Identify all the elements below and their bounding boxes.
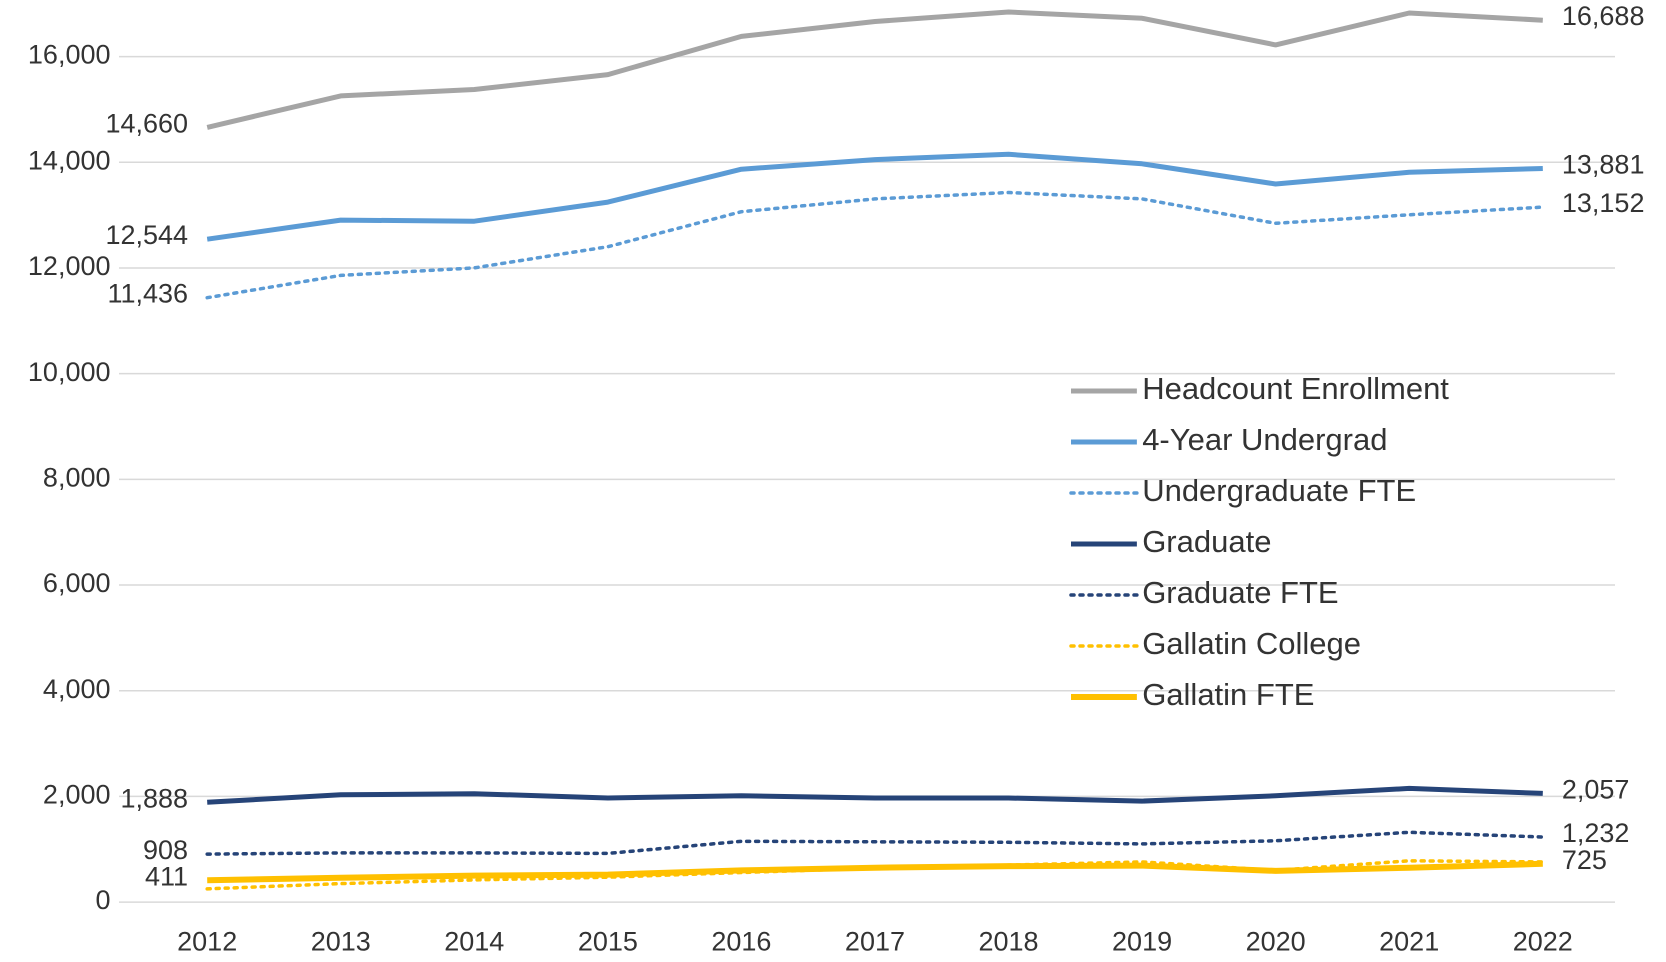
series-line [207, 860, 1543, 884]
legend-label: Graduate [1142, 524, 1271, 559]
x-tick-label: 2015 [578, 927, 638, 957]
series-line [207, 785, 1543, 805]
y-tick-label: 8,000 [43, 462, 111, 492]
legend-label: 4-Year Undergrad [1142, 422, 1387, 457]
y-tick-label: 0 [95, 885, 110, 915]
x-tick-label: 2016 [711, 927, 771, 957]
legend-label: Gallatin FTE [1142, 677, 1314, 712]
y-tick-label: 2,000 [43, 780, 111, 810]
x-tick-label: 2012 [177, 927, 237, 957]
x-tick-label: 2021 [1379, 927, 1439, 957]
data-label: 411 [145, 861, 188, 891]
y-tick-label: 10,000 [28, 357, 111, 387]
x-tick-label: 2019 [1112, 927, 1172, 957]
x-tick-label: 2017 [845, 927, 905, 957]
x-tick-label: 2013 [311, 927, 371, 957]
legend-label: Undergraduate FTE [1142, 473, 1416, 508]
series-line [205, 830, 1545, 856]
legend-label: Gallatin College [1142, 626, 1361, 661]
data-label: 13,152 [1562, 188, 1645, 218]
data-label: 13,881 [1562, 150, 1645, 180]
x-tick-label: 2020 [1246, 927, 1306, 957]
y-tick-label: 4,000 [43, 674, 111, 704]
data-label: 16,688 [1562, 1, 1645, 31]
data-label: 12,544 [105, 220, 188, 250]
legend-label: Headcount Enrollment [1142, 371, 1449, 406]
x-tick-label: 2018 [978, 927, 1038, 957]
data-label: 1,232 [1562, 818, 1630, 848]
data-label: 908 [143, 835, 188, 865]
data-label: 14,660 [105, 108, 188, 138]
data-label: 725 [1562, 845, 1607, 875]
series-line [206, 9, 1543, 130]
y-tick-label: 12,000 [28, 251, 111, 281]
series-line [206, 151, 1543, 242]
legend-label: Graduate FTE [1142, 575, 1338, 610]
data-label: 2,057 [1562, 774, 1630, 804]
y-tick-label: 14,000 [28, 145, 111, 175]
x-tick-label: 2022 [1513, 927, 1573, 957]
data-label: 1,888 [120, 783, 188, 813]
data-label: 11,436 [107, 279, 188, 309]
series-line [205, 190, 1545, 300]
y-tick-label: 16,000 [28, 40, 111, 70]
y-tick-label: 6,000 [43, 568, 111, 598]
x-tick-label: 2014 [444, 927, 504, 957]
